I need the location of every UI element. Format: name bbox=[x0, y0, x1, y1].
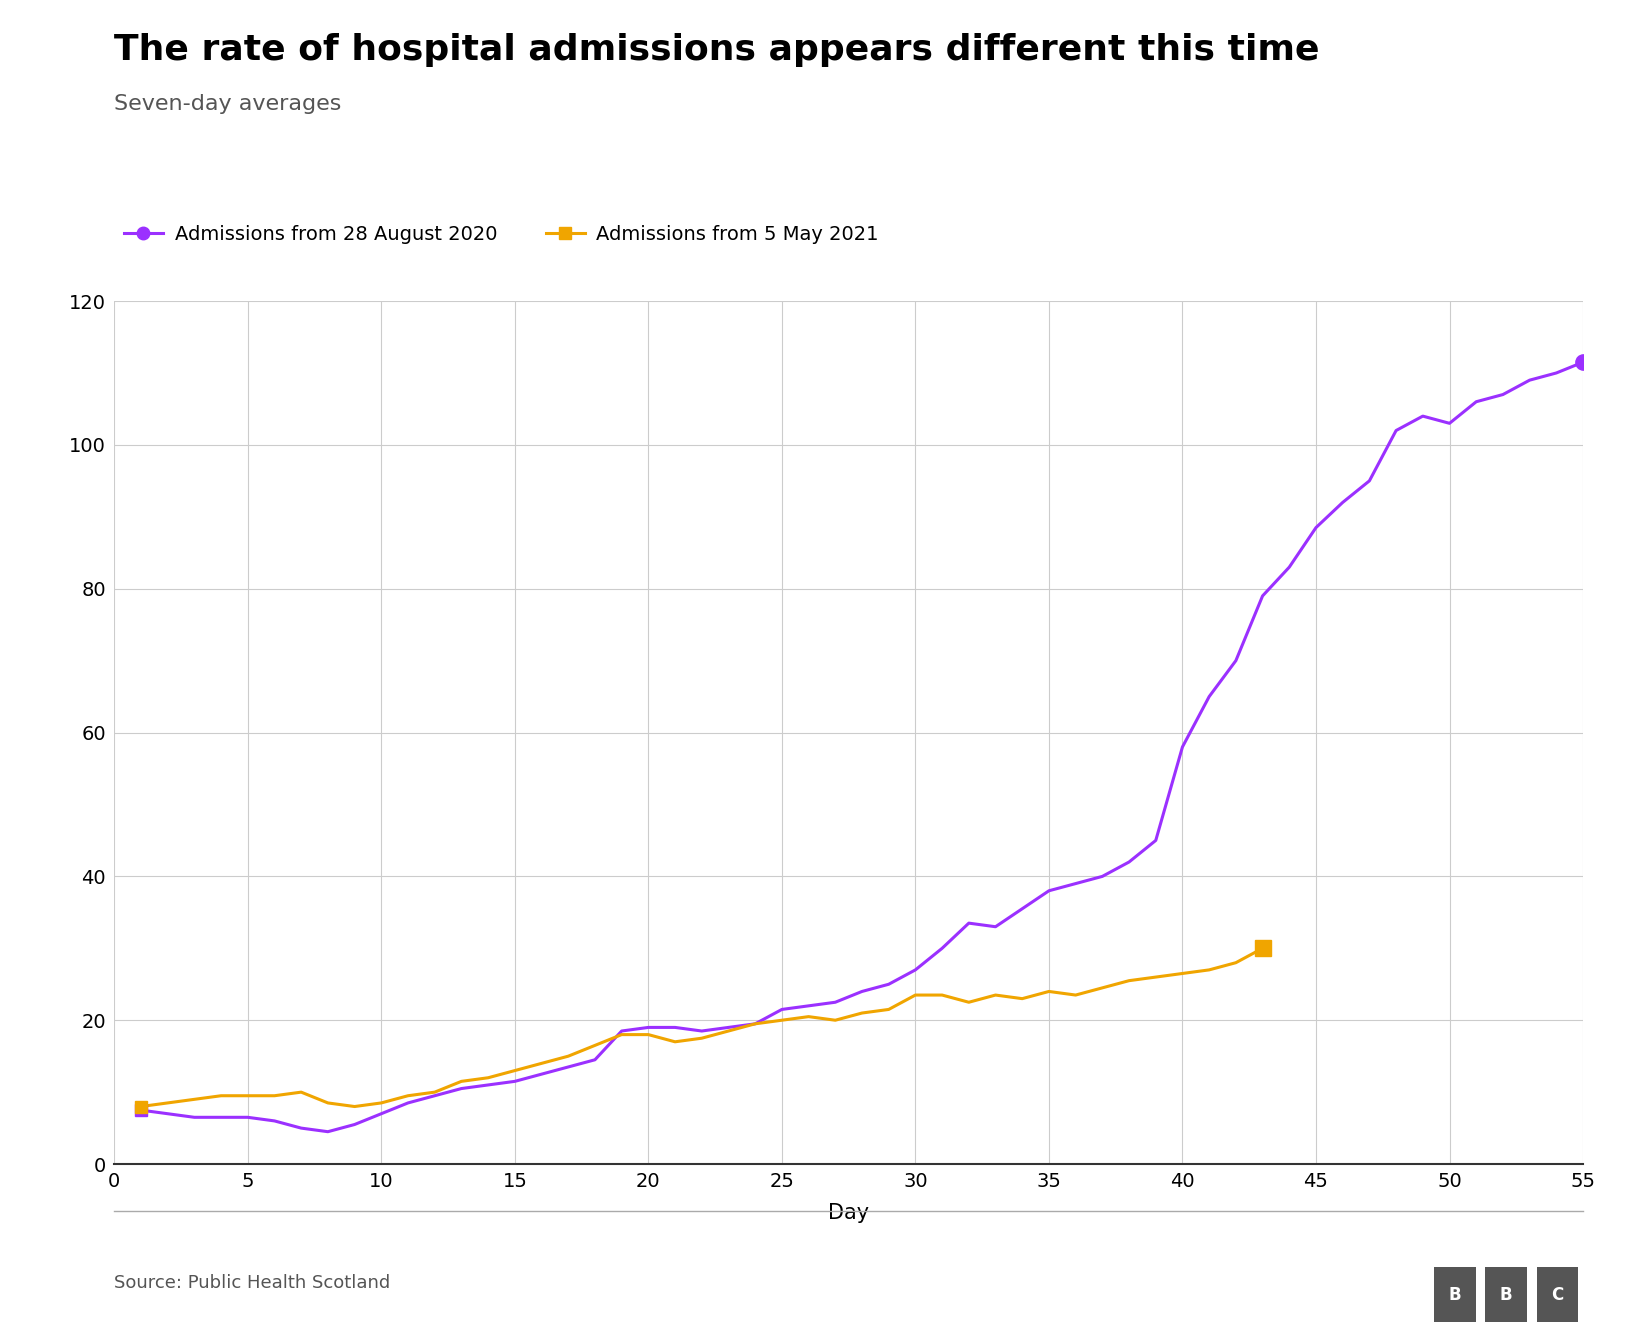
Text: Seven-day averages: Seven-day averages bbox=[114, 94, 341, 114]
Text: B: B bbox=[1449, 1286, 1461, 1303]
Text: C: C bbox=[1552, 1286, 1563, 1303]
Legend: Admissions from 28 August 2020, Admissions from 5 May 2021: Admissions from 28 August 2020, Admissio… bbox=[124, 225, 878, 244]
Text: Source: Public Health Scotland: Source: Public Health Scotland bbox=[114, 1274, 390, 1291]
FancyBboxPatch shape bbox=[1485, 1267, 1528, 1322]
X-axis label: Day: Day bbox=[827, 1203, 870, 1223]
FancyBboxPatch shape bbox=[1537, 1267, 1578, 1322]
Text: B: B bbox=[1500, 1286, 1513, 1303]
FancyBboxPatch shape bbox=[1435, 1267, 1475, 1322]
Text: The rate of hospital admissions appears different this time: The rate of hospital admissions appears … bbox=[114, 33, 1320, 67]
